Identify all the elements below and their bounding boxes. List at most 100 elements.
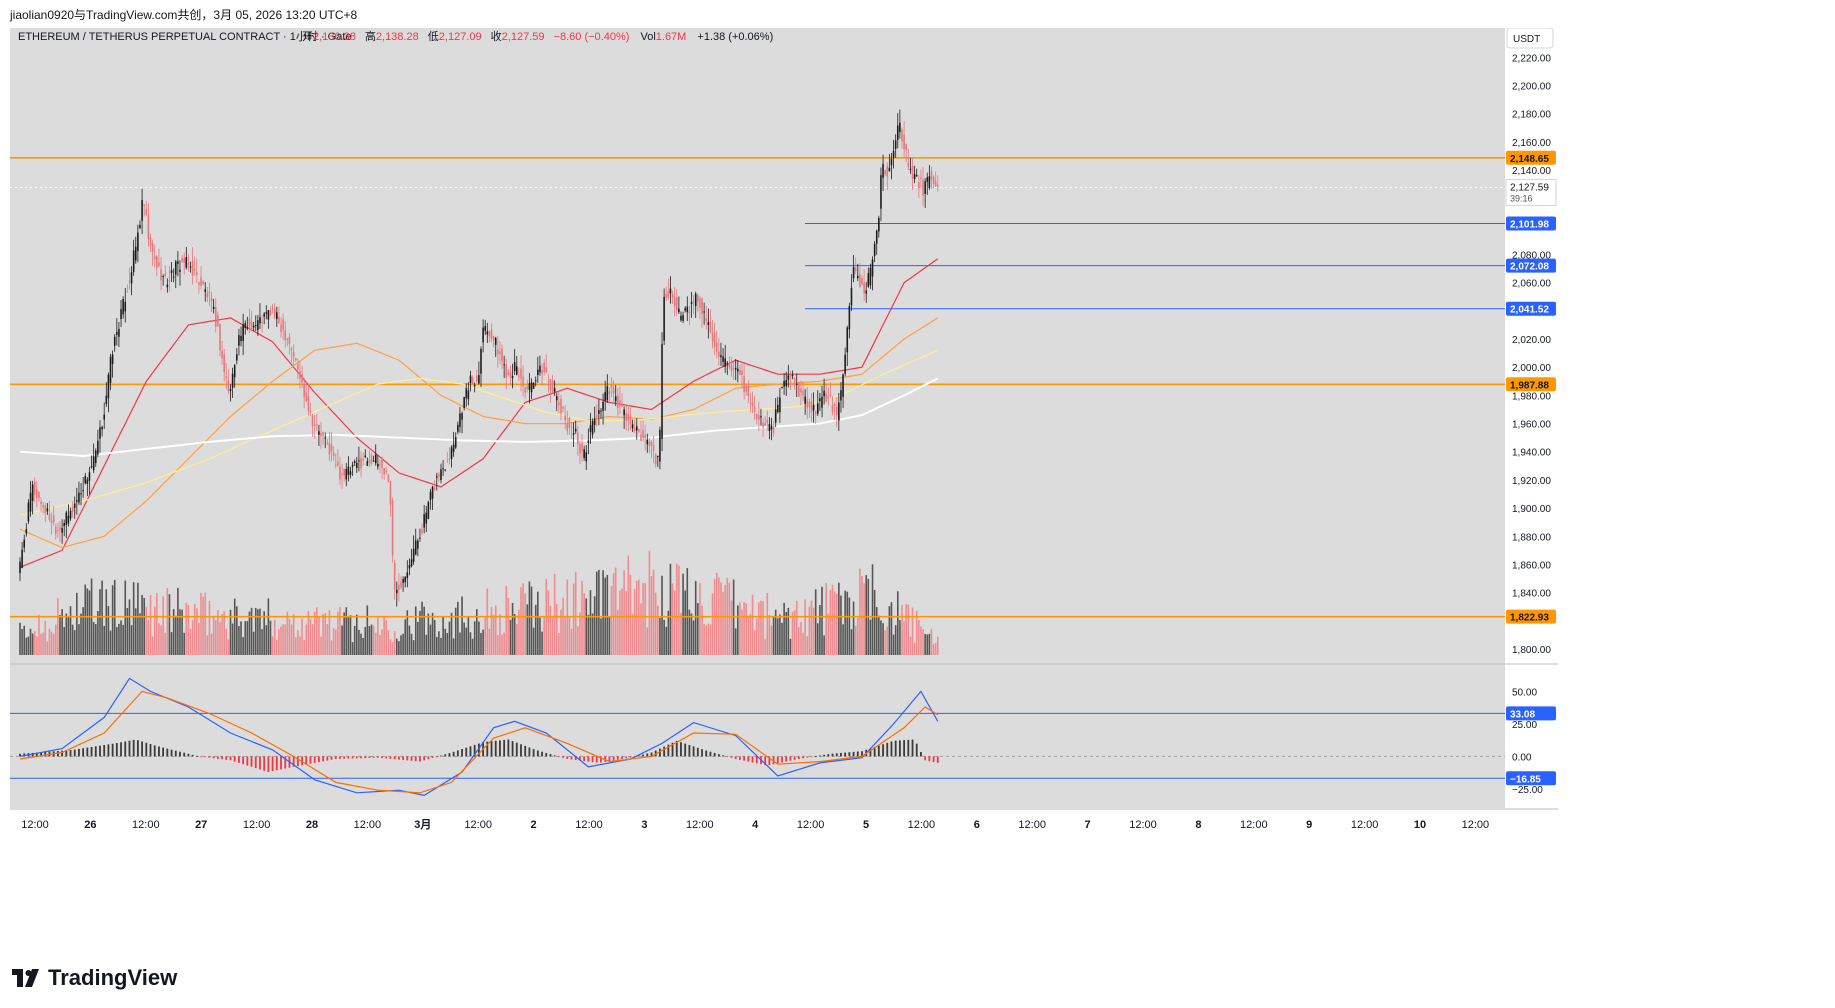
volume-bar: [499, 614, 501, 655]
candle-body: [372, 460, 375, 462]
candle-body: [934, 181, 937, 186]
macd-histogram-bar: [136, 740, 139, 757]
volume-bar: [861, 576, 863, 655]
brand-logo[interactable]: TradingView: [12, 965, 177, 991]
volume-bar: [151, 636, 154, 655]
candle-body: [570, 426, 573, 428]
candle-body: [572, 433, 575, 435]
candle-body: [922, 179, 924, 196]
candle-body: [118, 329, 120, 337]
time-axis-tick: 6: [974, 819, 980, 831]
volume-bar: [459, 632, 461, 655]
volume-bar: [200, 592, 202, 655]
volume-bar: [118, 623, 120, 655]
macd-histogram-bar: [461, 749, 463, 757]
volume-bar: [764, 638, 766, 655]
candle-body: [690, 302, 693, 305]
candle-body: [905, 143, 908, 150]
volume-bar: [442, 616, 444, 655]
time-axis-tick: 12:00: [464, 819, 492, 831]
price-line-badge: [1506, 150, 1556, 165]
volume-bar: [84, 584, 87, 655]
candle-body: [528, 383, 531, 390]
macd-histogram-bar: [419, 756, 421, 762]
volume-bar: [800, 622, 802, 655]
volume-bar: [404, 619, 407, 655]
candle-body: [377, 463, 379, 467]
candle-body: [920, 177, 922, 179]
volume-bar: [501, 634, 503, 655]
candle-body: [558, 402, 560, 406]
candle-body: [347, 466, 350, 475]
candle-body: [913, 174, 916, 179]
time-axis-background[interactable]: [10, 810, 1558, 948]
volume-bar: [768, 614, 771, 655]
candle-body: [21, 549, 23, 568]
candle-body: [743, 376, 745, 393]
currency-badge[interactable]: [1506, 27, 1554, 49]
candle-body: [903, 134, 905, 150]
volume-bar: [292, 614, 295, 655]
volume-bar: [166, 588, 169, 655]
macd-histogram-bar: [494, 740, 497, 757]
volume-bar: [143, 597, 145, 655]
volume-bar: [486, 588, 489, 655]
candle-body: [625, 412, 628, 422]
volume-bar: [379, 634, 381, 655]
candle-body: [930, 171, 933, 180]
macd-histogram-bar: [44, 751, 47, 757]
volume-bar: [606, 574, 609, 655]
volume-bar: [423, 606, 425, 655]
candle-body: [130, 272, 133, 284]
price-axis-tick: 1,880.00: [1512, 532, 1551, 543]
candle-body: [823, 390, 825, 397]
volume-bar: [755, 618, 758, 655]
macd-histogram-bar: [191, 754, 194, 757]
volume-bar: [328, 610, 331, 655]
volume-bar: [488, 628, 491, 655]
volume-bar: [65, 613, 68, 655]
candlestick-chart[interactable]: 2,220.00 2,200.00 2,180.00 2,160.00 2,140.00…: [10, 27, 1825, 948]
price-axis-tick: 2,160.00: [1512, 138, 1551, 149]
right-margin: [1558, 28, 1825, 948]
volume-bar: [924, 633, 926, 655]
macd-histogram-bar: [915, 743, 918, 757]
volume-bar: [42, 632, 44, 655]
macd-histogram-bar: [579, 756, 581, 761]
volume-bar: [475, 609, 478, 655]
macd-histogram-bar: [145, 742, 148, 757]
time-axis-tick: 12:00: [21, 819, 49, 831]
chart-area[interactable]: 2,220.00 2,200.00 2,180.00 2,160.00 2,140.00…: [10, 27, 1825, 948]
price-axis-tick: 1,800.00: [1512, 645, 1551, 656]
candle-body: [749, 402, 752, 404]
volume-bar: [269, 620, 272, 655]
macd-axis-tick: 25.00: [1512, 720, 1537, 731]
candle-body: [417, 540, 419, 549]
macd-histogram-bar: [292, 756, 295, 767]
volume-bar: [126, 608, 129, 655]
macd-histogram-bar: [688, 745, 691, 757]
candle-body: [703, 311, 705, 313]
macd-histogram-bar: [490, 741, 493, 757]
price-axis-tick: 2,180.00: [1512, 110, 1551, 121]
volume-bar: [395, 638, 398, 655]
volume-bar: [896, 591, 899, 655]
candle-body: [787, 375, 790, 380]
volume-bar: [547, 590, 550, 655]
candle-body: [892, 150, 895, 158]
macd-histogram-bar: [852, 751, 855, 757]
macd-histogram-bar: [364, 756, 367, 759]
volume-bar: [878, 615, 880, 655]
macd-histogram-bar: [882, 744, 884, 757]
candle-body: [282, 319, 284, 330]
candle-body: [724, 358, 726, 367]
candle-body: [852, 267, 855, 279]
candle-body: [741, 369, 743, 376]
candle-body: [747, 385, 750, 396]
volume-bar: [555, 603, 558, 655]
volume-bar: [223, 611, 225, 655]
candle-body: [313, 424, 316, 427]
volume-bar: [783, 602, 785, 655]
candle-body: [909, 168, 912, 170]
macd-histogram-bar: [183, 752, 186, 757]
